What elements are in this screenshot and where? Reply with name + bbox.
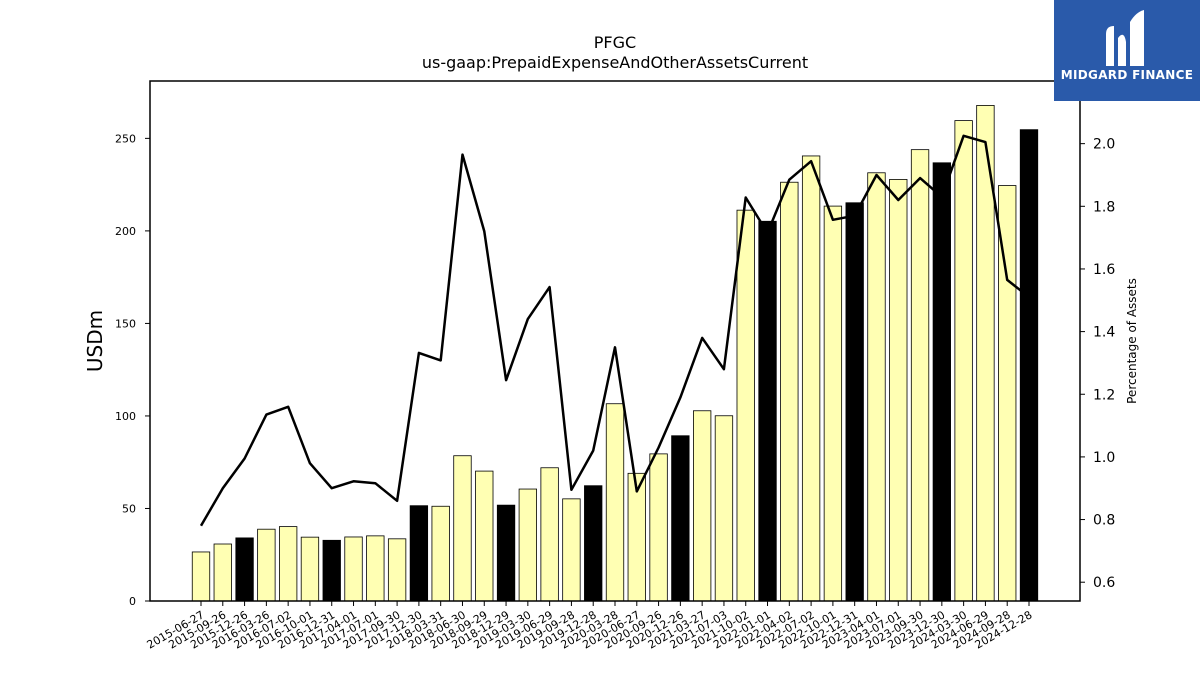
bar-2024-12-28 <box>1019 129 1039 602</box>
bar-2017-09-30 <box>387 538 407 602</box>
bar-2020-03-28 <box>605 403 625 602</box>
right-tick-label: 1.0 <box>1093 450 1115 466</box>
bar-2021-07-03 <box>714 415 734 602</box>
bar-group <box>191 105 1039 602</box>
bar-2022-04-02 <box>780 181 799 602</box>
bar-2021-03-27 <box>693 410 712 602</box>
bar-2017-12-30 <box>409 505 429 602</box>
left-tick-label: 50 <box>122 502 136 515</box>
x-axis: 2015-06-272015-09-262015-12-262016-03-26… <box>145 601 1035 652</box>
bar-2017-07-01 <box>366 535 385 602</box>
bar-2016-07-02 <box>279 526 298 602</box>
right-tick-label: 1.8 <box>1093 199 1115 215</box>
right-axis-label: Percentage of Assets <box>1125 278 1139 404</box>
left-tick-label: 200 <box>115 225 136 238</box>
chart-subtitle: us-gaap:PrepaidExpenseAndOtherAssetsCurr… <box>422 53 808 72</box>
bar-2021-10-02 <box>736 209 755 602</box>
bar-2015-12-26 <box>235 537 254 602</box>
left-axis: 0 50 100 150 200 250 <box>115 132 150 608</box>
right-tick-label: 0.6 <box>1093 575 1115 591</box>
left-tick-label: 100 <box>115 410 136 423</box>
bar-2023-07-01 <box>889 179 908 602</box>
left-tick-label: 250 <box>115 132 136 145</box>
bar-2023-12-30 <box>932 162 951 602</box>
right-tick-label: 2.0 <box>1093 137 1115 153</box>
bar-2019-06-29 <box>540 467 559 602</box>
left-axis-label: USDm <box>83 310 107 372</box>
logo-text: MIDGARD FINANCE <box>1060 68 1194 82</box>
bar-2015-09-26 <box>213 543 232 602</box>
bar-2023-04-01 <box>867 172 886 602</box>
bar-2016-10-01 <box>300 536 320 602</box>
right-tick-label: 1.2 <box>1093 387 1115 403</box>
chart-title: PFGC <box>594 33 636 52</box>
bar-2023-09-30 <box>910 149 930 602</box>
bar-2016-03-26 <box>257 528 276 602</box>
left-tick-label: 0 <box>129 595 136 608</box>
bar-2018-06-30 <box>453 455 472 602</box>
bar-2018-03-31 <box>431 505 450 602</box>
right-tick-label: 1.4 <box>1093 325 1115 341</box>
line-group <box>199 134 1030 527</box>
bar-2019-12-28 <box>584 485 603 602</box>
brand-logo: MIDGARD FINANCE <box>1054 0 1200 101</box>
bar-2022-07-02 <box>801 155 821 602</box>
left-tick-label: 150 <box>115 317 136 330</box>
bar-2022-12-31 <box>845 202 864 602</box>
midgard-logo-icon <box>1106 10 1144 66</box>
bar-2022-01-01 <box>758 220 777 602</box>
bar-2019-09-28 <box>562 498 581 602</box>
bar-2024-03-30 <box>954 120 973 602</box>
right-tick-label: 1.6 <box>1093 262 1115 278</box>
right-axis: 0.6 0.8 1.0 1.2 1.4 1.6 1.8 2.0 <box>1080 137 1115 591</box>
bar-2017-04-01 <box>344 536 363 602</box>
bar-2015-06-27 <box>191 551 211 602</box>
right-tick-label: 0.8 <box>1093 513 1115 529</box>
bar-2020-09-26 <box>649 453 668 602</box>
bar-2019-03-30 <box>518 488 537 602</box>
bar-2022-10-01 <box>823 205 843 602</box>
bar-2018-09-29 <box>475 470 494 602</box>
bar-2018-12-29 <box>496 504 516 602</box>
bar-2020-12-26 <box>671 435 690 602</box>
percentage-line <box>199 134 1030 527</box>
bar-2016-12-31 <box>322 539 341 602</box>
